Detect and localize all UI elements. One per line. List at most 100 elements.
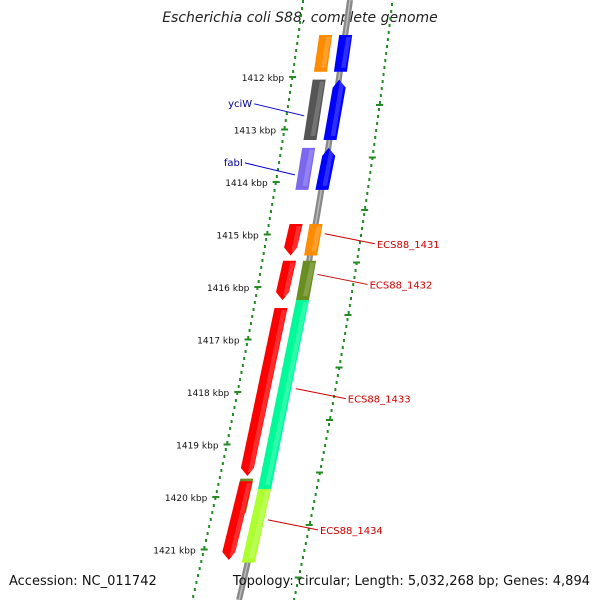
leader-line [295, 388, 346, 400]
scale-dot [229, 427, 232, 430]
gene-label: ECS88_1432 [370, 280, 433, 291]
scale-dot [234, 399, 237, 402]
gene-label: ECS88_1433 [348, 395, 411, 406]
scale-dot [274, 182, 277, 185]
scale-dot [378, 101, 381, 104]
gene-feature [303, 79, 326, 140]
scale-dot [226, 441, 229, 444]
scale-dot [272, 196, 275, 199]
gene-labels: yciW fabI ECS88_1431 ECS88_1432 ECS88_1433 EC… [224, 99, 440, 537]
gene-feature-shade [283, 262, 295, 297]
scale-dot [292, 70, 295, 73]
scale-dot [385, 52, 388, 55]
scale-dot [300, 14, 303, 17]
scale-dot [192, 595, 195, 598]
scale-dot [322, 451, 325, 454]
scale-dot [217, 483, 220, 486]
scale-dot [301, 556, 304, 559]
gene-feature [284, 224, 303, 256]
scale-dot [257, 280, 260, 283]
scale-dot [339, 360, 342, 363]
scale-dot [266, 231, 269, 234]
gene-feature-shade [321, 37, 331, 68]
scale-dot [286, 105, 289, 108]
scale-dot [346, 318, 349, 321]
tick-label: 1418 kbp [187, 389, 230, 399]
scale-dot [248, 329, 251, 332]
scale-dot [260, 266, 263, 269]
scale-dot [373, 143, 376, 146]
leader-line [267, 519, 319, 531]
scale-dot [377, 115, 380, 118]
scale-dot [280, 147, 283, 150]
scale-dot [223, 455, 226, 458]
scale-dot [278, 161, 281, 164]
gene-feature [222, 481, 253, 560]
gene-feature-shade [248, 310, 287, 472]
scale-dot [331, 402, 334, 405]
scale-dot [324, 444, 327, 447]
scale-dot [379, 94, 382, 97]
scale-dot [215, 490, 218, 493]
scale-dot [303, 549, 306, 552]
scale-dot [306, 535, 309, 538]
scale-dot [279, 154, 282, 157]
kbp-ticks: 1412 kbp 1413 kbp 1414 kbp 1415 kbp 1416 kbp… [153, 74, 384, 579]
scale-dot [372, 150, 375, 153]
scale-dot [311, 507, 314, 510]
scale-dot [380, 87, 383, 90]
scale-dot [314, 493, 317, 496]
gene-label: ECS88_1431 [377, 240, 440, 251]
leader-line [244, 162, 295, 176]
gene-feature [258, 300, 309, 490]
scale-dot [261, 259, 264, 262]
scale-dot [358, 241, 361, 244]
scale-dot [271, 203, 274, 206]
scale-dot [335, 381, 338, 384]
scale-dot [361, 227, 364, 230]
scale-dot [351, 290, 354, 293]
scale-dot [244, 350, 247, 353]
scale-dot [316, 486, 319, 489]
scale-dot [376, 122, 379, 125]
gene-features [222, 35, 353, 563]
tick-label: 1416 kbp [207, 284, 250, 294]
scale-dot [201, 553, 204, 556]
scale-dot [348, 304, 351, 307]
scale-dot [375, 129, 378, 132]
scale-dot [197, 574, 200, 577]
gene-label: yciW [228, 99, 252, 110]
scale-dot [307, 528, 310, 531]
scale-dot [374, 136, 377, 139]
scale-dot [220, 469, 223, 472]
scale-dot [275, 175, 278, 178]
scale-dot [368, 178, 371, 181]
scale-dot [255, 294, 258, 297]
scale-dot [367, 185, 370, 188]
scale-dot [236, 392, 239, 395]
scale-dot [313, 500, 316, 503]
scale-dot [386, 38, 389, 41]
scale-dot [329, 416, 332, 419]
scale-dot [326, 430, 329, 433]
gene-feature-shade [310, 81, 325, 136]
leader-line [254, 103, 305, 117]
gene-label: fabI [224, 158, 243, 169]
scale-dot [357, 248, 360, 251]
scale-dot [258, 273, 261, 276]
scale-dot [267, 224, 270, 227]
gene-feature-shade [265, 302, 308, 486]
scale-dot [386, 45, 389, 48]
scale-dot [304, 542, 307, 545]
scale-dot [328, 423, 331, 426]
scale-dot [309, 521, 312, 524]
scale-dot [369, 171, 372, 174]
scale-dot [200, 560, 203, 563]
scale-dot [301, 7, 304, 10]
scale-dot [330, 409, 333, 412]
gene-feature-shade [302, 149, 314, 186]
scale-dot [232, 413, 235, 416]
scale-dot [384, 59, 387, 62]
